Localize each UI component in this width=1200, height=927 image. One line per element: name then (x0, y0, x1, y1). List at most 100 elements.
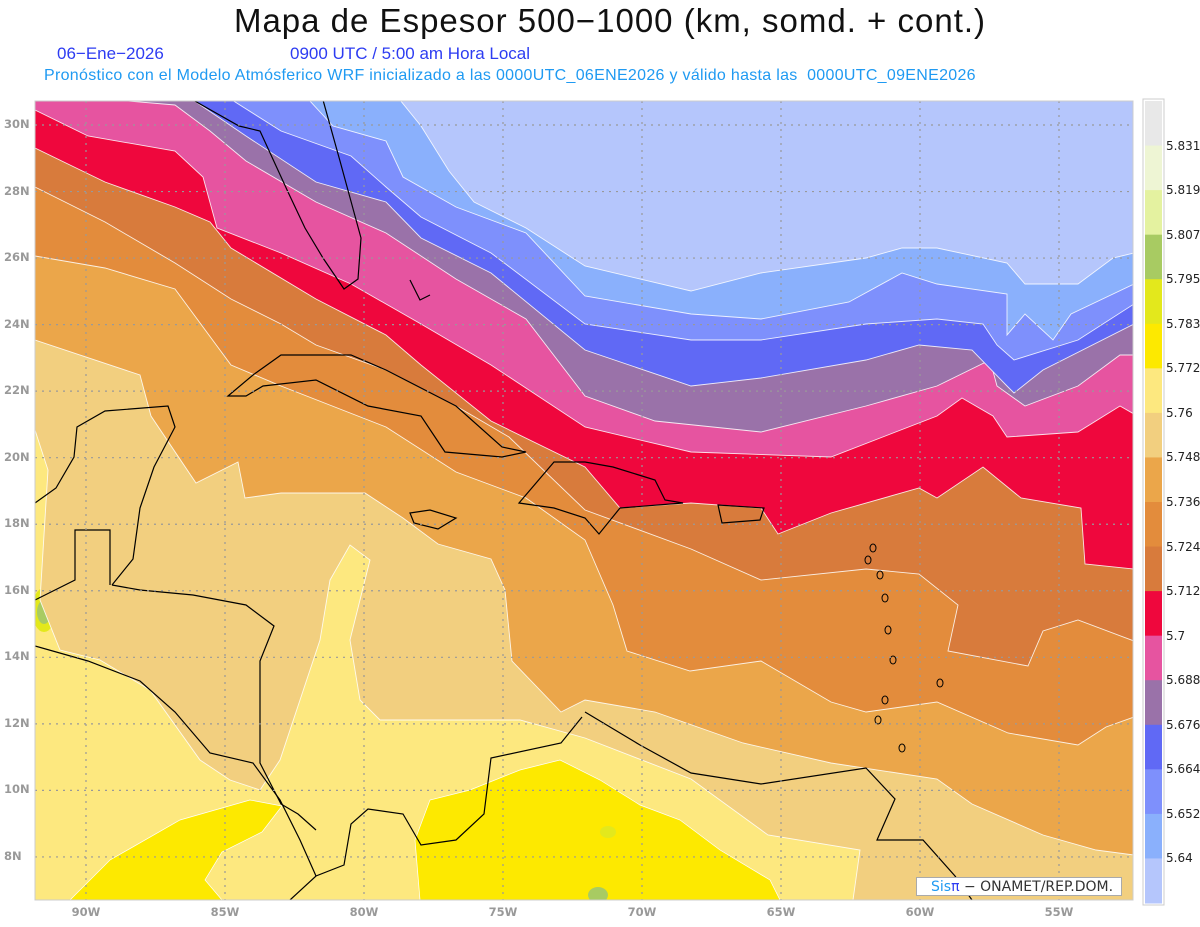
credit-sis: Sis (931, 879, 952, 895)
band-5.772-5.783 (69, 799, 283, 900)
band-below-5.64 (400, 101, 1133, 291)
south-america-coast (289, 716, 583, 900)
colorbar-swatch (1145, 769, 1162, 815)
credit-text: − ONAMET/REP.DOM. (959, 879, 1114, 895)
colorbar-swatch (1145, 101, 1162, 147)
contour-line (122, 101, 1133, 433)
yucatan-coast (35, 405, 176, 586)
lon-label: 85W (210, 905, 240, 919)
colorbar (1142, 98, 1165, 906)
lat-label: 16N (4, 582, 30, 597)
colorbar-label: 5.807 (1166, 227, 1200, 242)
lat-label: 24N (4, 316, 30, 331)
colorbar-label: 5.783 (1166, 316, 1200, 331)
colorbar-label: 5.652 (1166, 806, 1200, 821)
map-frame (34, 100, 1134, 901)
colorbar-label: 5.688 (1166, 673, 1200, 688)
contour-line (35, 186, 1133, 667)
central-america-pacific-coast (35, 645, 317, 877)
contour-line (35, 339, 1133, 856)
credit-pi: π (951, 879, 960, 895)
band-5.772-5.783 (414, 759, 781, 900)
colorbar-swatch (1145, 190, 1162, 236)
colorbar-label: 5.772 (1166, 361, 1200, 376)
contour-line (309, 101, 1133, 341)
colorbar-label: 5.76 (1166, 405, 1193, 420)
colorbar-label: 5.724 (1166, 539, 1200, 554)
island-coast (864, 555, 872, 565)
jamaica-coast (409, 509, 458, 530)
colorbar-swatch (1145, 502, 1162, 548)
colorbar-swatch (1145, 635, 1162, 681)
contour-line (232, 101, 1133, 361)
island-coast (881, 695, 889, 705)
colorbar-swatch (1145, 412, 1162, 458)
island-coast (869, 543, 877, 553)
lat-label: 28N (4, 183, 30, 198)
bahamas-coast (409, 279, 431, 301)
lat-label: 20N (4, 449, 30, 464)
puerto-rico-coast (717, 504, 765, 524)
island-coast (898, 743, 906, 753)
colorbar-swatch (1145, 680, 1162, 726)
colorbar-label: 5.819 (1166, 183, 1200, 198)
island-coast (876, 570, 884, 580)
island-coast (889, 655, 897, 665)
lat-label: 12N (4, 715, 30, 730)
hispaniola-coast (517, 461, 684, 535)
contour-line (400, 101, 1133, 292)
colorbar-swatch (1145, 457, 1162, 503)
colorbar-swatch (1145, 813, 1162, 859)
lon-label: 90W (71, 905, 101, 919)
colorbar-swatch (1145, 546, 1162, 592)
map-title: Mapa de Espesor 500−1000 (km, somd. + co… (233, 2, 987, 39)
lon-label: 65W (766, 905, 796, 919)
lat-label: 26N (4, 250, 30, 265)
colorbar-swatch (1145, 368, 1162, 414)
guatemala-border (35, 529, 111, 601)
lon-label: 60W (905, 905, 935, 919)
colorbar-label: 5.64 (1166, 851, 1193, 866)
colorbar-label: 5.664 (1166, 762, 1200, 777)
colorbar-label: 5.7 (1166, 628, 1186, 643)
lat-label: 18N (4, 516, 30, 531)
colorbar-swatch (1145, 724, 1162, 770)
lat-label: 8N (4, 848, 22, 863)
lon-label: 75W (488, 905, 518, 919)
band-5.795-5.807 (588, 887, 608, 900)
lon-label: 55W (1044, 905, 1074, 919)
colorbar-label: 5.831 (1166, 138, 1200, 153)
colorbar-swatch (1145, 323, 1162, 369)
contour-line (35, 429, 1133, 900)
lon-label: 80W (349, 905, 379, 919)
colorbar-label: 5.795 (1166, 272, 1200, 287)
colorbar-swatch (1145, 591, 1162, 637)
colorbar-label: 5.748 (1166, 450, 1200, 465)
lat-label: 30N (4, 117, 30, 131)
colorbar-swatch (1145, 145, 1162, 191)
lat-label: 10N (4, 782, 30, 797)
island-coast (936, 678, 944, 688)
colorbar-label: 5.676 (1166, 717, 1200, 732)
central-america-caribbean-coast (111, 584, 317, 831)
cuba-coast (226, 354, 527, 458)
island-coast (874, 715, 882, 725)
band-5.783-5.795 (600, 826, 616, 838)
colorbar-swatch (1145, 234, 1162, 280)
contour-line (35, 109, 1133, 458)
forecast-date: 06−Ene−2026 (57, 44, 164, 63)
colorbar-swatch (1145, 279, 1162, 325)
colorbar-swatch (1145, 858, 1162, 904)
island-coast (884, 625, 892, 635)
island-coast (881, 593, 889, 603)
colorbar-label: 5.712 (1166, 584, 1200, 599)
contour-line (35, 255, 1133, 746)
lon-label: 70W (627, 905, 657, 919)
colorbar-label: 5.736 (1166, 495, 1200, 509)
credit-box: Sisπ − ONAMET/REP.DOM. (916, 877, 1122, 896)
venezuela-coast (584, 711, 973, 900)
model-subtitle: Pronóstico con el Modelo Atmósferico WRF… (44, 67, 976, 84)
lat-label: 22N (4, 383, 30, 398)
lat-label: 14N (4, 649, 30, 664)
